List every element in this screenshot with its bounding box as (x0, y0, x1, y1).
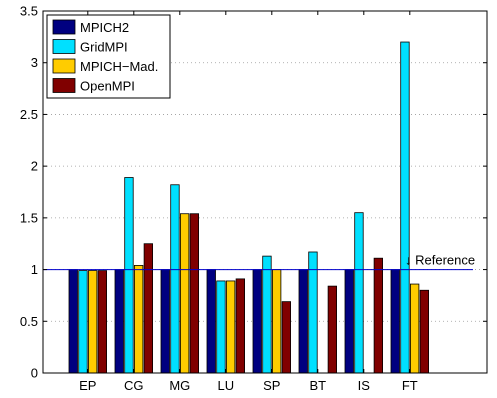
legend-label: MPICH−Mad. (80, 59, 158, 74)
y-tick-label: 1.5 (20, 210, 38, 225)
y-tick-label: 3.5 (20, 4, 38, 19)
legend: MPICH2 GridMPI MPICH−Mad. OpenMPI (46, 14, 171, 99)
bar (354, 212, 364, 374)
y-tick-label: 1 (31, 262, 38, 277)
bar (88, 270, 98, 374)
bar (124, 177, 134, 374)
x-tick-label: IS (358, 378, 371, 393)
bar (271, 269, 282, 374)
y-tick-label: 0 (31, 366, 38, 381)
x-tick-label: LU (217, 378, 234, 393)
bar (327, 285, 338, 374)
plot-frame (42, 10, 488, 374)
bar (252, 269, 262, 374)
x-tick-label: BT (309, 378, 326, 393)
y-tick-label: 2 (31, 159, 38, 174)
y-tick-label: 2.5 (20, 107, 38, 122)
x-tick-label: FT (402, 378, 418, 393)
legend-label: OpenMPI (80, 79, 135, 94)
bar (133, 265, 144, 374)
legend-swatch (52, 78, 76, 93)
bar (189, 213, 200, 374)
bar (281, 301, 292, 374)
x-tick-label: SP (263, 378, 280, 393)
legend-swatch (52, 58, 76, 74)
bar (206, 269, 216, 374)
bar (68, 269, 78, 374)
bar (373, 257, 384, 374)
bar (344, 269, 354, 374)
bar (400, 41, 410, 374)
bar (225, 280, 236, 374)
legend-swatch (52, 19, 76, 35)
bar (143, 243, 154, 374)
bar (409, 283, 420, 374)
bar (419, 289, 430, 374)
bar (170, 184, 180, 374)
legend-label: GridMPI (80, 40, 128, 55)
bar (160, 269, 170, 374)
y-tick-label: 3 (31, 55, 38, 70)
x-tick-label: CG (124, 378, 144, 393)
bar (114, 269, 124, 374)
bar (262, 255, 272, 374)
bar (308, 251, 318, 374)
legend-swatch (52, 39, 76, 54)
bar (78, 270, 88, 374)
y-tick-label: 0.5 (20, 314, 38, 329)
reference-line-group: ↓ Reference (43, 253, 475, 271)
bar (179, 213, 190, 374)
bar (390, 269, 400, 374)
bar (216, 280, 226, 374)
x-tick-label: MG (169, 378, 190, 393)
legend-label: MPICH2 (80, 20, 129, 35)
bar (298, 269, 308, 374)
reference-label: ↓ Reference (405, 253, 475, 268)
axes: EP CG MG LU SP BT IS FT 0 0.5 1 1.5 2 2.5 3 3.5 (20, 4, 488, 393)
bar (235, 278, 246, 374)
x-tick-label: EP (79, 378, 96, 393)
bar (97, 270, 107, 374)
